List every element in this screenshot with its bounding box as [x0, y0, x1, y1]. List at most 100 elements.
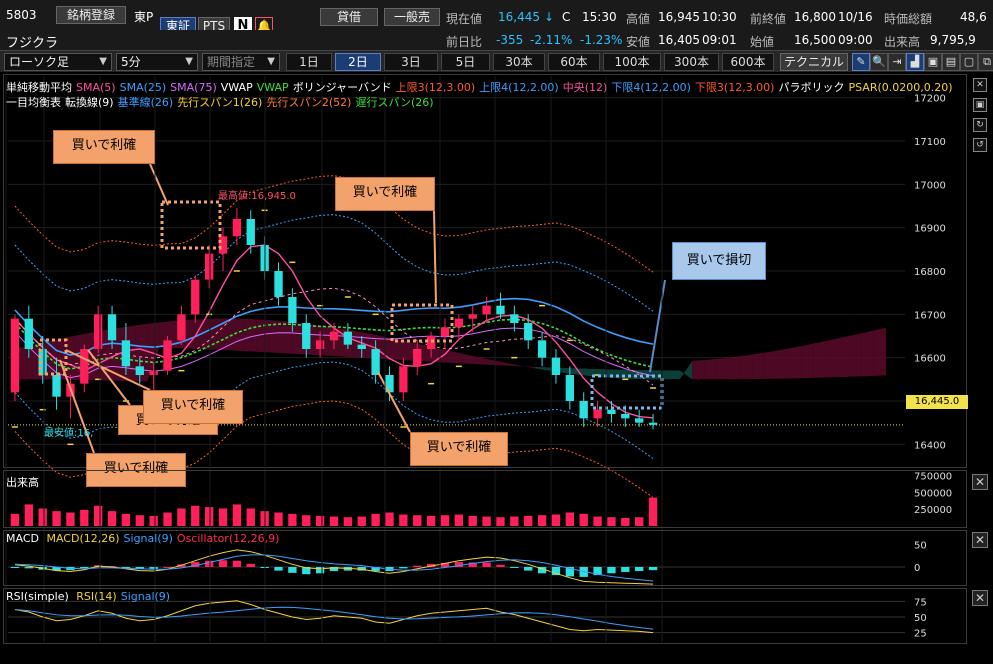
- period-range-select[interactable]: 期間指定 ▼: [202, 53, 280, 71]
- period-button-2[interactable]: 3日: [384, 53, 438, 71]
- legend-row2-item-1: 転換線(9): [65, 96, 114, 109]
- close-macd-panel-button[interactable]: ✕: [972, 532, 988, 548]
- current-down-arrow-icon: ↓: [544, 10, 555, 24]
- period-button-7[interactable]: 300本: [664, 53, 719, 71]
- annotation-buy-take-profit: 買いで利確: [410, 432, 508, 466]
- current-price-tag: 16,445.0: [906, 395, 968, 409]
- legend-row2-item-4: 先行スパン2(52): [266, 96, 352, 109]
- macd-panel: [3, 530, 967, 586]
- chevron-down-icon: ▼: [267, 56, 275, 67]
- macd-legend-item-0: MACD(12,26): [46, 532, 120, 545]
- low-marker: 最安値:16,: [44, 428, 94, 439]
- open-time: 09:00: [838, 33, 873, 47]
- period-button-6[interactable]: 100本: [603, 53, 661, 71]
- close-volume-panel-button[interactable]: ✕: [972, 474, 988, 490]
- legend-row1-item-4: VWAP: [220, 81, 253, 94]
- exit-icon[interactable]: ⇥: [888, 53, 906, 71]
- interval-select[interactable]: 5分 ▼: [116, 53, 198, 71]
- period-button-0[interactable]: 1日: [286, 53, 332, 71]
- legend-row1-item-9: 中央(12): [562, 81, 608, 94]
- pen-icon[interactable]: ✎: [852, 53, 870, 71]
- general-sell-badge: 一般売: [384, 8, 440, 26]
- undo-icon[interactable]: ↺: [973, 138, 987, 152]
- macd-legend-item-1: Signal(9): [123, 532, 173, 545]
- change-percent-2: -1.23%: [580, 33, 623, 47]
- legend-row2-item-3: 先行スパン1(26): [177, 96, 263, 109]
- chart-type-value: ローソク足: [9, 55, 70, 69]
- legend-row1-item-6: ボリンジャーバンド: [292, 81, 392, 94]
- chart-area-icon[interactable]: ▟: [906, 53, 924, 71]
- legend-row1-item-5: VWAP: [256, 81, 289, 94]
- close-icon[interactable]: ✕: [973, 78, 987, 92]
- legend-row1-item-1: SMA(5): [76, 81, 116, 94]
- legend-row1-item-8: 上限4(12,2.00): [479, 81, 559, 94]
- macd-legend-items: MACD(12,26) Signal(9) Oscillator(12,26,9): [46, 532, 283, 545]
- macd-legend: MACD MACD(12,26) Signal(9) Oscillator(12,2…: [6, 532, 287, 545]
- change-percent: -2.11%: [530, 33, 573, 47]
- period-button-4[interactable]: 30本: [493, 53, 545, 71]
- quote-header: 5803 銘柄登録 東P 東証 PTS N 🔔 貸借 一般売 現在値 16,44…: [0, 0, 993, 35]
- legend-row1-item-11: 下限3(12,3.00): [694, 81, 775, 94]
- low-label: 安値: [626, 35, 651, 49]
- close-flag: C: [562, 10, 571, 24]
- low-value: 16,405: [658, 33, 700, 47]
- zoom-icon[interactable]: 🔍: [870, 53, 888, 71]
- folder-icon[interactable]: ▢: [960, 53, 978, 71]
- volume-value: 9,795,9: [930, 33, 976, 47]
- rsi-legend: RSI(simple) RSI(14) Signal(9): [6, 590, 178, 603]
- prev-close-label: 前終値: [750, 12, 787, 26]
- rsi-legend-item-0: RSI(14): [76, 590, 117, 603]
- current-price-value: 16,445: [498, 10, 540, 24]
- open-label: 始値: [750, 35, 775, 49]
- legend-row1-item-3: SMA(75): [170, 81, 217, 94]
- rsi-panel: [3, 588, 967, 644]
- market-label: 東P: [134, 10, 154, 24]
- legend-row1-item-12: パラボリック: [778, 81, 845, 94]
- rsi-legend-items: RSI(14) Signal(9): [76, 590, 174, 603]
- period-button-5[interactable]: 60本: [548, 53, 600, 71]
- change-value: -355: [496, 33, 524, 47]
- legend-row2-item-2: 基準線(26): [117, 96, 174, 109]
- market-cap-label: 時価総額: [884, 12, 933, 26]
- prev-close-date: 10/16: [838, 10, 873, 24]
- open-value: 16,500: [794, 33, 836, 47]
- save-icon[interactable]: ▣: [973, 98, 987, 112]
- main-legend-row2: 一目均衡表 転換線(9) 基準線(26) 先行スパン1(26) 先行スパン2(52) 遅行…: [6, 94, 438, 110]
- redo-icon[interactable]: ↻: [973, 118, 987, 132]
- chevron-down-icon: ▼: [99, 56, 107, 67]
- annotation-buy-take-profit: 買いで利確: [335, 177, 435, 211]
- market-cap-value: 48,6: [960, 10, 987, 24]
- period-range-placeholder: 期間指定: [207, 55, 256, 69]
- high-time: 10:30: [702, 10, 737, 24]
- register-watchlist-button[interactable]: 銘柄登録: [56, 6, 126, 24]
- period-button-3[interactable]: 5日: [441, 53, 490, 71]
- chevron-down-icon: ▼: [185, 56, 193, 67]
- macd-panel-label: MACD: [6, 532, 39, 545]
- current-price-label: 現在値: [446, 12, 483, 26]
- legend-row1-item-0: 単純移動平均: [6, 81, 72, 94]
- high-label: 高値: [626, 12, 651, 26]
- current-time: 15:30: [582, 10, 617, 24]
- lend-badge: 貸借: [320, 8, 378, 26]
- legend-row2-item-0: 一目均衡表: [6, 96, 61, 109]
- high-value: 16,945: [658, 10, 700, 24]
- rsi-panel-label: RSI(simple): [6, 590, 69, 603]
- volume-panel-label: 出来高: [6, 476, 39, 489]
- time-axis: [0, 646, 993, 664]
- change-label: 前日比: [446, 35, 483, 49]
- copy-icon[interactable]: ⧉: [978, 53, 993, 71]
- period-button-8[interactable]: 600本: [722, 53, 774, 71]
- close-rsi-panel-button[interactable]: ✕: [972, 590, 988, 606]
- period-button-1[interactable]: 2日: [335, 53, 381, 71]
- folder-open-icon[interactable]: ▤: [942, 53, 960, 71]
- stock-name: フジクラ: [6, 36, 59, 51]
- quote-header-row2: フジクラ 前日比 -355 -2.11% -1.23% 安値 16,405 09…: [0, 30, 993, 51]
- chart-type-select[interactable]: ローソク足 ▼: [4, 53, 112, 71]
- rsi-legend-item-1: Signal(9): [120, 590, 171, 603]
- technical-button[interactable]: テクニカル: [780, 53, 848, 71]
- chart-toolbar: ローソク足 ▼ 5分 ▼ 期間指定 ▼ 1日 2日 3日 5日 30本 60本 100本 30…: [0, 50, 993, 72]
- macd-legend-item-2: Oscillator(12,26,9): [176, 532, 280, 545]
- save-icon[interactable]: ▣: [924, 53, 942, 71]
- legend-row1-item-2: SMA(25): [119, 81, 167, 94]
- legend-row1-item-10: 下限4(12,2.00): [611, 81, 691, 94]
